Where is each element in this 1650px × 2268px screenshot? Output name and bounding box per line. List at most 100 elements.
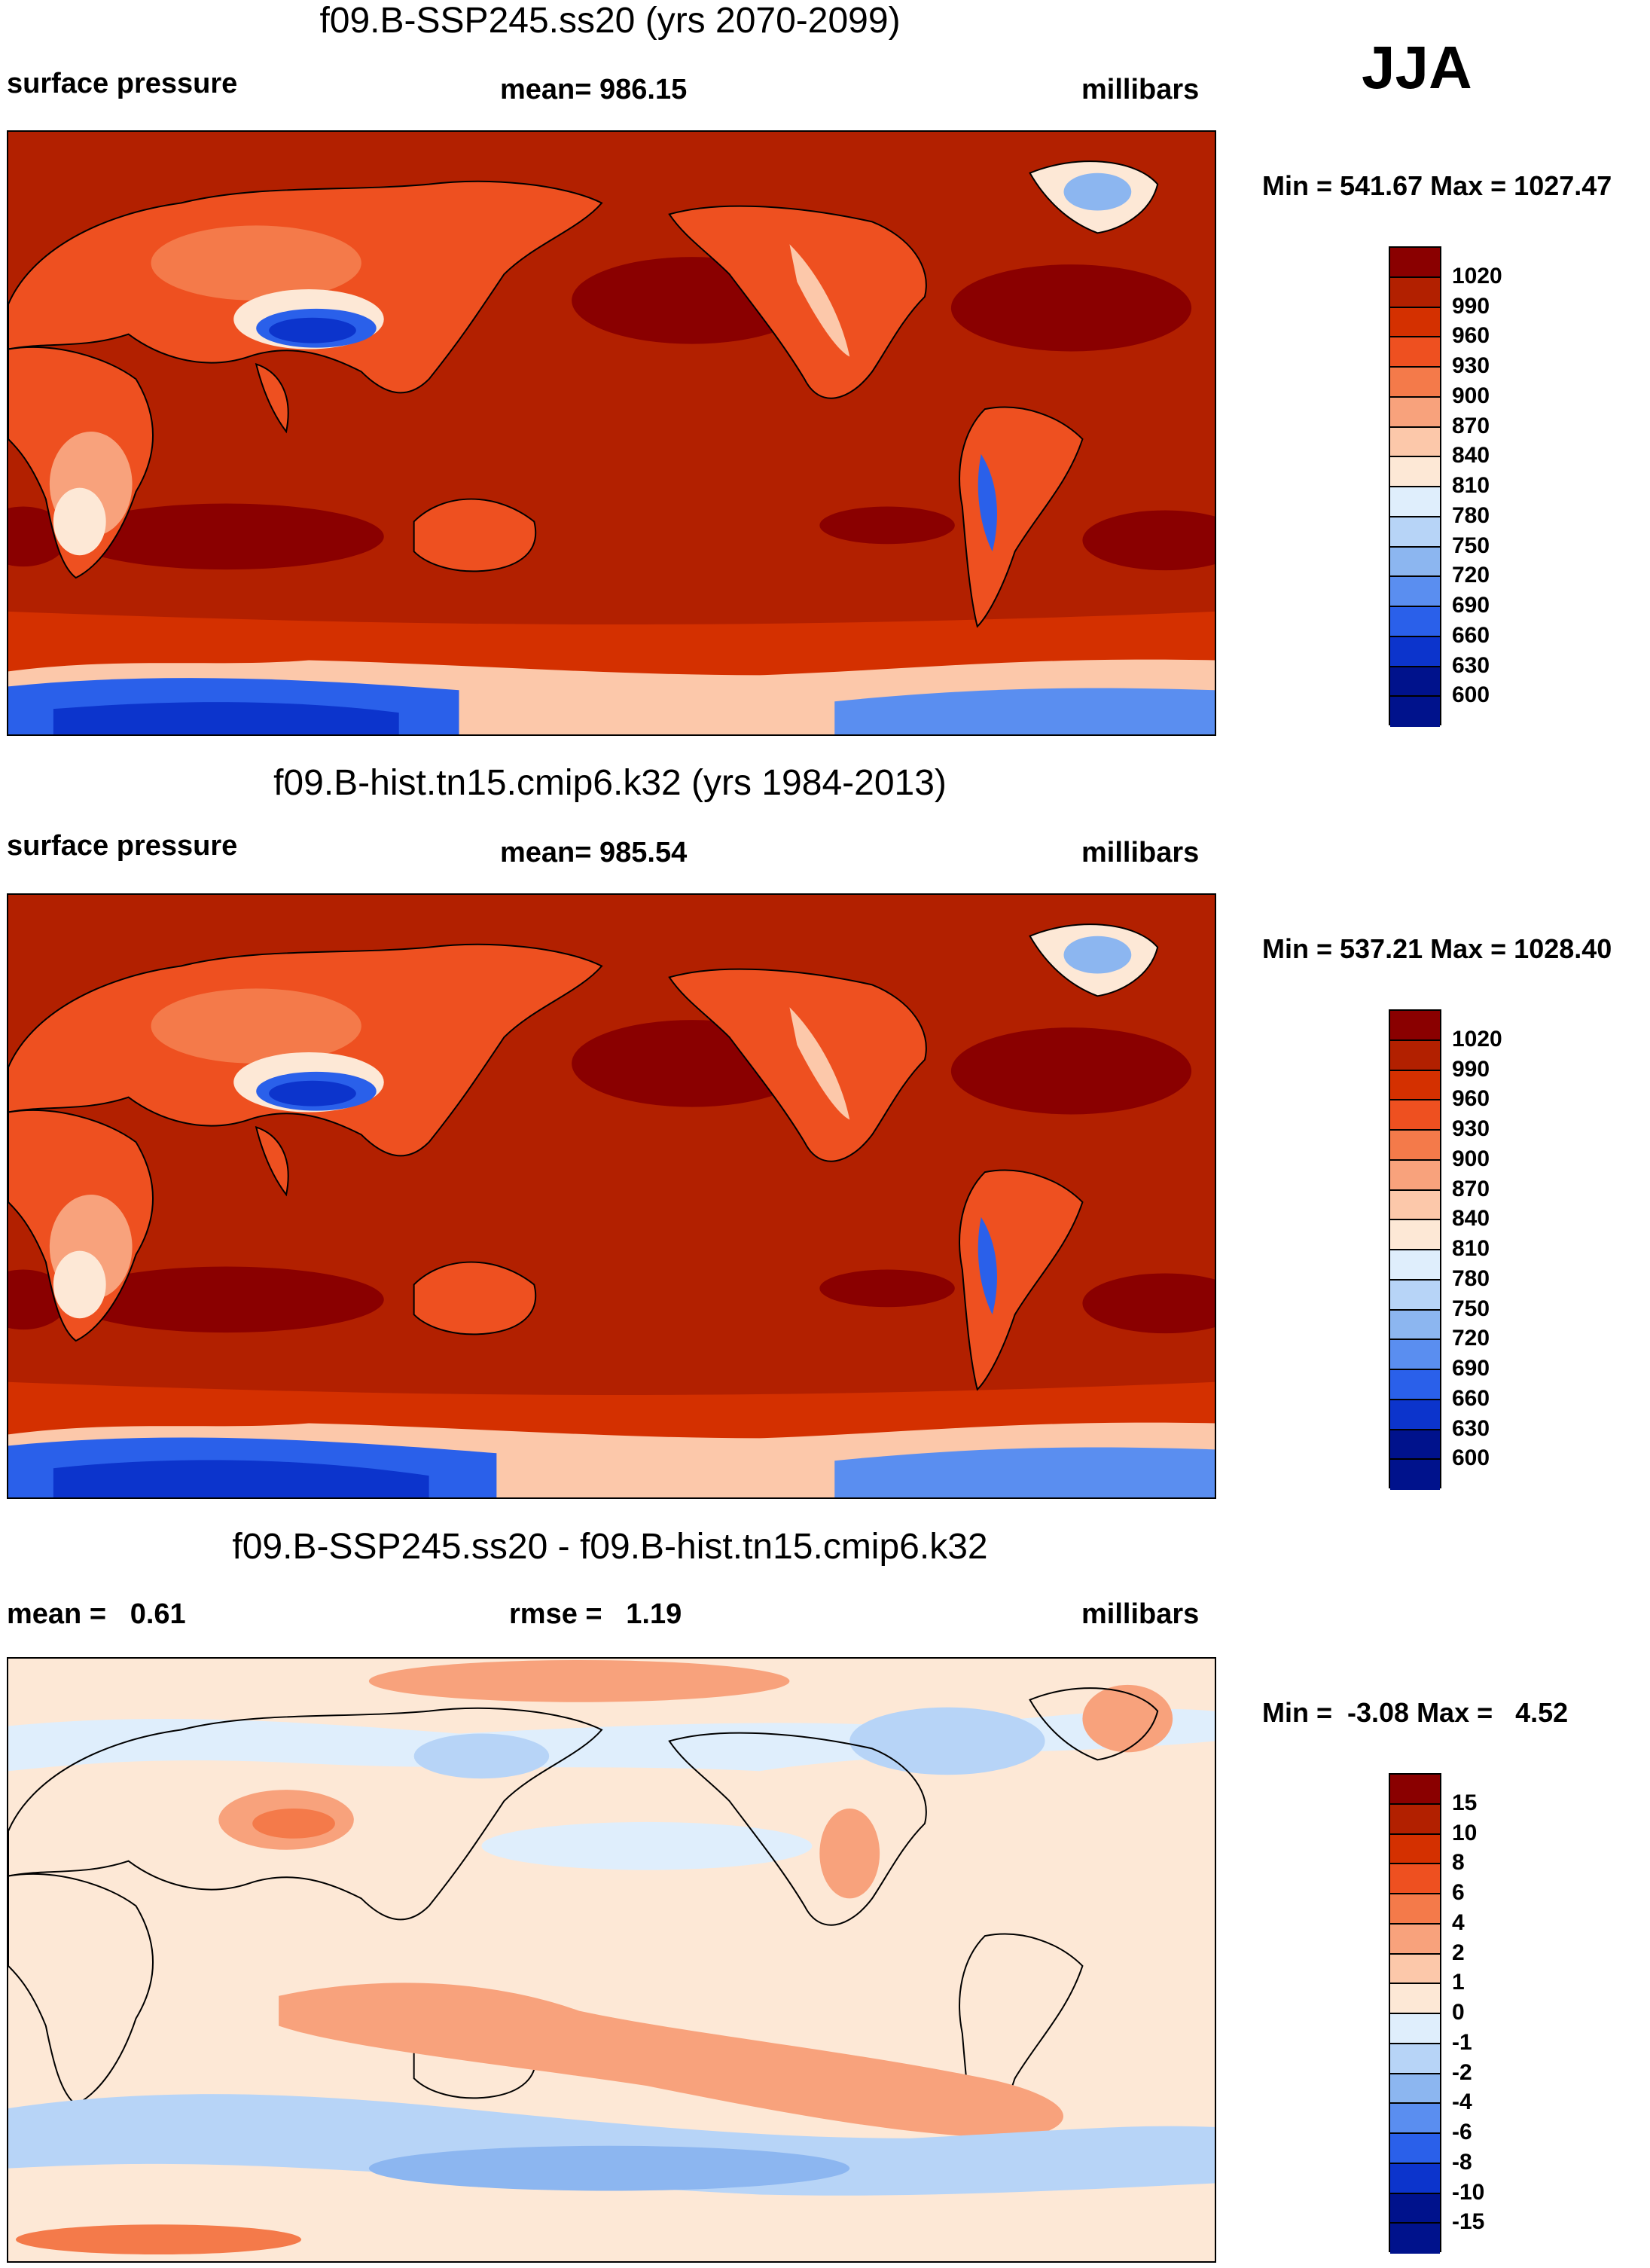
panel-1-units-label: millibars [1081, 74, 1200, 105]
panel-1-mean-label: mean= 986.15 [500, 74, 688, 105]
colorbar-box [1390, 1924, 1440, 1955]
colorbar-box [1390, 368, 1440, 398]
southern-african-plateau [53, 1250, 106, 1319]
greenland-ice-sheet [1063, 936, 1132, 974]
southern-ocean-negative [8, 2094, 1215, 2196]
panel-2-title: f09.B-hist.tn15.cmip6.k32 (yrs 1984-2013… [273, 763, 947, 803]
colorbar-tick-label: 8 [1452, 1850, 1465, 1876]
tibet-core [269, 1080, 356, 1107]
colorbar-box [1390, 607, 1440, 637]
tibet-core [269, 317, 356, 343]
colorbar-box [1390, 1131, 1440, 1161]
colorbar-box [1390, 1220, 1440, 1250]
colorbar-box [1390, 1460, 1440, 1490]
north-america-landmass [668, 968, 927, 1162]
panel-2-minmax: Min = 537.21 Max = 1028.40 [1262, 933, 1612, 964]
south-pacific-high [819, 1269, 955, 1308]
panel-1-map-plot [8, 132, 1215, 734]
east-antarctica-core [53, 1460, 429, 1497]
colorbar-tick-label: 6 [1452, 1880, 1465, 1905]
south-america-landmass [959, 1169, 1084, 1391]
colorbar-tick-label: 990 [1452, 293, 1490, 319]
north-pacific-negative [481, 1821, 813, 1870]
colorbar-box [1390, 1011, 1440, 1041]
colorbar-tick-label: 720 [1452, 563, 1490, 588]
colorbar-box [1390, 2163, 1440, 2194]
colorbar-tick-label: 10 [1452, 1820, 1478, 1845]
central-asia-plateau [151, 988, 361, 1064]
colorbar-box [1390, 277, 1440, 308]
colorbar-box [1390, 248, 1440, 278]
colorbar-box [1390, 1310, 1440, 1341]
panel-1-minmax: Min = 541.67 Max = 1027.47 [1262, 170, 1612, 201]
australia-landmass [413, 498, 537, 572]
greenland-outline [1029, 1687, 1159, 1761]
colorbar-box [1390, 337, 1440, 368]
colorbar-box [1390, 1775, 1440, 1805]
panel-1-map [7, 130, 1216, 736]
colorbar-box [1390, 2044, 1440, 2074]
colorbar-tick-label: 960 [1452, 323, 1490, 349]
colorbar-tick-label: 600 [1452, 1445, 1490, 1471]
colorbar-tick-label: 990 [1452, 1056, 1490, 1082]
colorbar-tick-label: 870 [1452, 413, 1490, 438]
antarctic-field [8, 2215, 1215, 2261]
colorbar-tick-label: 660 [1452, 622, 1490, 648]
colorbar-box [1390, 1400, 1440, 1430]
colorbar-tick-label: 750 [1452, 533, 1490, 558]
colorbar-tick-label: 780 [1452, 502, 1490, 528]
colorbar-tick-label: 1020 [1452, 263, 1502, 288]
andes [977, 1216, 997, 1315]
colorbar-tick-label: 630 [1452, 652, 1490, 678]
colorbar-box [1390, 1984, 1440, 2014]
colorbar-tick-label: -1 [1452, 2029, 1472, 2055]
antarctic-positive [15, 2224, 302, 2255]
colorbar-box [1390, 1430, 1440, 1461]
colorbar-box [1390, 1834, 1440, 1865]
south-america-landmass [959, 406, 1084, 628]
arctic-positive [368, 1659, 790, 1702]
west-antarctica [834, 688, 1215, 734]
colorbar-tick-label: 690 [1452, 1356, 1490, 1381]
colorbar-tick-label: -2 [1452, 2059, 1472, 2085]
colorbar-tick-label: 810 [1452, 1236, 1490, 1261]
colorbar-tick-label: 930 [1452, 1116, 1490, 1141]
colorbar-tick-label: 630 [1452, 1415, 1490, 1441]
colorbar-box [1390, 1190, 1440, 1221]
colorbar-box [1390, 667, 1440, 697]
greenland-positive [1082, 1684, 1173, 1753]
colorbar-tick-label: -6 [1452, 2120, 1472, 2144]
panel-3-map-plot [8, 1659, 1215, 2261]
colorbar-tick-label: -4 [1452, 2089, 1472, 2115]
colorbar-tick-label: 810 [1452, 473, 1490, 498]
colorbar-box [1390, 1280, 1440, 1311]
central-asia-plateau [151, 225, 361, 301]
colorbar-box [1390, 1864, 1440, 1894]
mexico-positive [819, 1809, 880, 1899]
north-atlantic-high [950, 264, 1192, 352]
colorbar-box [1390, 457, 1440, 487]
east-antarctica-core [53, 702, 399, 734]
colorbar-box [1390, 577, 1440, 607]
colorbar-box [1390, 2074, 1440, 2105]
colorbar-tick-label: 1020 [1452, 1026, 1502, 1052]
panel-1-variable-label: surface pressure [7, 68, 238, 99]
colorbar-box [1390, 1954, 1440, 1985]
north-atlantic-negative [849, 1707, 1045, 1775]
south-atlantic-high [1082, 1273, 1215, 1334]
colorbar-box [1390, 1070, 1440, 1101]
colorbar-tick-label: 1 [1452, 1970, 1465, 1995]
colorbar-box [1390, 697, 1440, 727]
greenland-ice-sheet [1063, 172, 1132, 211]
panel-3-colorbar [1389, 1773, 1441, 2254]
colorbar-tick-label: 840 [1452, 1206, 1490, 1232]
panel-2-variable-label: surface pressure [7, 830, 238, 862]
colorbar-box [1390, 1160, 1440, 1191]
colorbar-tick-label: 2 [1452, 1940, 1465, 1965]
colorbar-box [1390, 397, 1440, 428]
south-pacific-high [819, 506, 955, 545]
africa-outline [8, 1873, 154, 2106]
southern-subtropical-positive [279, 1983, 1064, 2138]
panel-2-mean-label: mean= 985.54 [500, 837, 688, 868]
colorbar-tick-label: 780 [1452, 1265, 1490, 1291]
